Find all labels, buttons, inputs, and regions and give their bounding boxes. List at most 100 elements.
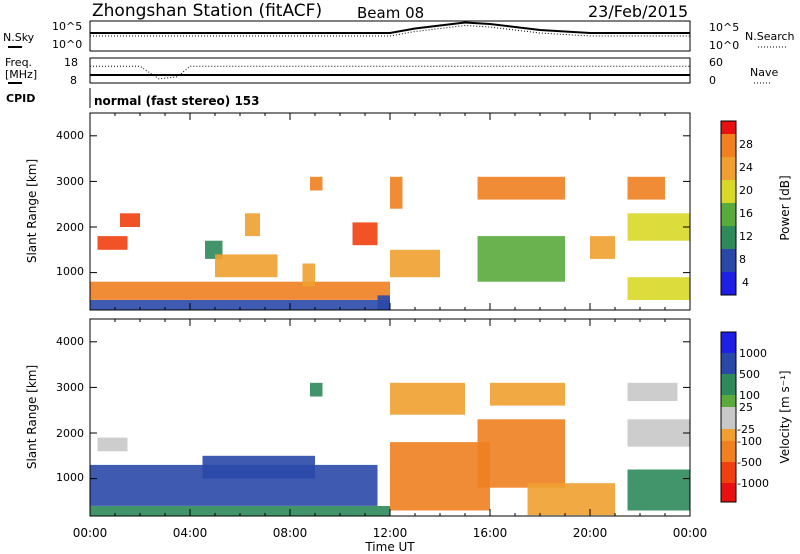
freq-panel: Freq. [MHz] 18 8 60 0 Nave [5,56,778,87]
power-colorbar-cell-6 [721,134,736,157]
velocity-colorbar-cell-2 [721,374,736,395]
power-colorbar-tick-20: 20 [739,184,753,197]
velocity-colorbar-cell-7 [721,462,736,483]
noise-sky-trace [90,21,690,34]
freq-right-tick-top: 60 [709,56,723,69]
power-colorbar-frame [720,120,737,296]
power-colorbar-tick-16: 16 [739,207,753,220]
power-colorbar: 28 24 20 16 12 8 4 Power [dB] [720,120,792,296]
velocity-colorbar-cell-4 [721,407,736,429]
power-region-17 [627,277,690,300]
velocity-ylabel: Slant Range [km] [25,365,39,469]
velocity-region-11 [627,382,678,401]
power-data-cells [90,176,690,310]
power-colorbar-cell-5 [721,157,736,180]
freq-left-tick-top: 18 [64,56,78,69]
velocity-data-cells [90,382,690,516]
power-region-4 [205,240,223,259]
nave-trace [90,65,690,80]
power-colorbar-tick-4: 4 [742,276,749,289]
velocity-colorbar-tick-neg1000: -1000 [737,477,769,490]
power-region-8 [310,176,323,191]
freq-left-tick-bottom: 8 [70,74,77,87]
x-tick-0000: 00:00 [73,526,108,540]
velocity-colorbar-cell-8 [721,483,736,502]
power-colorbar-cell-3 [721,203,736,226]
velocity-colorbar-tick-neg100: -100 [737,435,762,448]
beam-label: Beam 08 [357,4,424,22]
velocity-region-3 [202,455,315,479]
power-region-9 [352,222,378,246]
time-axis: 00:00 04:00 08:00 12:00 16:00 20:00 00:0… [73,526,708,554]
power-region-5 [215,254,278,278]
power-colorbar-cell-2 [721,226,736,249]
velocity-colorbar-tick-1000: 1000 [739,347,767,360]
cpid-value: normal (fast stereo) 153 [94,94,260,108]
velocity-colorbar-tick-100: 100 [739,389,760,402]
velocity-colorbar-tick-25: 25 [739,401,753,414]
velocity-region-6 [390,382,465,415]
freq-panel-frame [89,57,691,84]
x-tick-2400: 00:00 [673,526,708,540]
velocity-region-4 [310,382,323,397]
velocity-colorbar-tick-500: 500 [739,368,760,381]
x-tick-0800: 08:00 [273,526,308,540]
power-region-0 [90,300,390,310]
power-region-10 [377,295,390,310]
noise-search-trace [90,24,690,37]
velocity-ytick-1000: 1000 [56,471,84,484]
velocity-colorbar-cell-5 [721,429,736,441]
power-ytick-3000: 3000 [56,175,84,188]
noise-right-tick-top: 10^5 [709,21,739,34]
power-region-2 [97,236,128,250]
power-region-15 [590,236,615,259]
power-ytick-1000: 1000 [56,265,84,278]
x-axis-label: Time UT [364,540,415,554]
power-colorbar-cell-4 [721,180,736,203]
velocity-colorbar: 1000 500 100 25 -25 -100 -500 -1000 Velo… [720,331,792,503]
power-colorbar-tick-8: 8 [739,253,746,266]
velocity-region-1 [97,437,128,452]
cpid-label: CPID [6,92,35,105]
power-colorbar-cell-1 [721,249,736,272]
velocity-ytick-3000: 3000 [56,381,84,394]
velocity-region-12 [627,469,690,511]
power-region-7 [302,263,315,287]
nave-right-label: Nave [750,66,778,79]
power-colorbar-cell-0 [721,272,736,295]
noise-right-tick-bottom: 10^0 [709,39,739,52]
velocity-colorbar-tick-neg25: -25 [737,423,755,436]
noise-panel: N.Sky 10^5 10^0 10^5 10^0 N.Search [3,20,795,52]
power-ytick-4000: 4000 [56,129,84,142]
power-region-13 [477,236,565,282]
power-region-14 [477,176,565,200]
velocity-region-7 [477,419,565,488]
power-colorbar-tick-24: 24 [739,161,753,174]
velocity-region-0 [90,506,390,516]
power-ytick-2000: 2000 [56,221,84,234]
velocity-colorbar-tick-neg500: -500 [737,456,762,469]
power-colorbar-tick-12: 12 [739,230,753,243]
freq-right-tick-bottom: 0 [709,74,716,87]
x-tick-1600: 16:00 [473,526,508,540]
x-tick-2000: 20:00 [573,526,608,540]
velocity-panel: Slant Range [km] 4000 3000 2000 1000 100… [25,318,792,517]
power-colorbar-label: Power [dB] [778,175,792,240]
power-region-1 [90,281,390,300]
power-region-18 [627,176,665,200]
date-label: 23/Feb/2015 [588,2,688,21]
power-region-11 [390,176,403,209]
power-axis-ticks [89,113,691,310]
station-title: Zhongshan Station (fitACF) [92,1,322,21]
power-region-12 [390,249,440,278]
velocity-region-8 [490,382,565,406]
power-region-6 [245,213,260,237]
noise-left-tick-top: 10^5 [52,20,82,33]
velocity-axis-ticks [89,319,691,516]
velocity-colorbar-frame [720,331,737,503]
velocity-colorbar-label: Velocity [m s⁻¹] [778,370,792,463]
power-panel: Slant Range [km] 4000 3000 2000 1000 28 … [25,112,792,311]
power-colorbar-tick-28: 28 [739,138,753,151]
freq-left-label-2: [MHz] [5,68,37,81]
